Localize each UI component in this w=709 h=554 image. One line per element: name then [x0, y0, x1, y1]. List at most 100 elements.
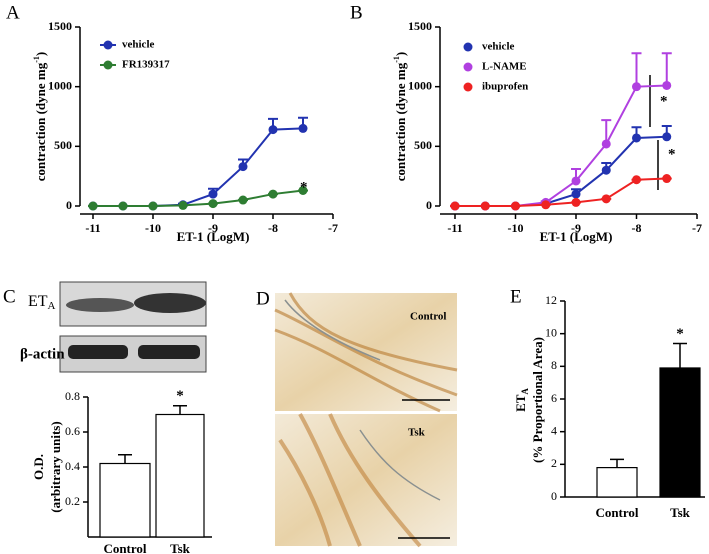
x-tick-label: -8 [632, 221, 642, 235]
data-point [238, 195, 248, 205]
data-point [601, 139, 611, 149]
y-axis-label-part: ) [33, 52, 48, 56]
y-tick-label: 4 [551, 423, 557, 437]
data-point [571, 176, 581, 186]
x-tick-label: -10 [508, 221, 524, 235]
x-tick-label: -9 [571, 221, 581, 235]
panel-letter: B [350, 2, 363, 23]
error-bar [661, 52, 672, 86]
legend-marker [463, 82, 473, 92]
y-tick-label: 0 [66, 198, 72, 212]
y-tick-label: 0 [551, 489, 557, 503]
y-axis-label-sup: -1 [392, 56, 401, 63]
data-point [238, 162, 248, 172]
data-point [662, 174, 672, 184]
series-line [455, 177, 667, 207]
error-bar [631, 52, 642, 87]
legend-marker [463, 42, 473, 52]
y-tick-label: 12 [545, 293, 557, 307]
y-axis-label-sup: -1 [32, 56, 41, 63]
data-point [480, 201, 490, 211]
y-axis-label-part: ) [393, 52, 408, 56]
legend-label: L-NAME [482, 61, 527, 73]
data-point [148, 201, 158, 211]
x-tick-label: -11 [85, 221, 100, 235]
y-tick-label: 0.6 [65, 424, 80, 438]
x-tick-label: -11 [447, 221, 462, 235]
data-point [450, 201, 460, 211]
data-point [118, 201, 128, 211]
data-point [298, 123, 308, 133]
data-point [601, 194, 611, 204]
x-tick-label: Tsk [670, 505, 691, 520]
legend-label: FR139317 [122, 59, 170, 71]
y-axis-label: ETA [513, 388, 530, 412]
x-tick-label: -10 [145, 221, 161, 235]
x-axis-label: ET-1 (LogM) [540, 229, 613, 244]
y-axis-label: (% Proportional Area) [530, 337, 545, 463]
x-tick-label: Control [103, 541, 146, 554]
bar [99, 462, 151, 538]
image-label: Tsk [408, 427, 426, 439]
y-axis-label-sub: A [520, 388, 530, 395]
error-bar [673, 342, 687, 368]
histology-image [274, 292, 458, 548]
legend-label: ibuprofen [482, 81, 528, 93]
y-axis-label: (arbitrary units) [48, 421, 63, 512]
y-tick-label: 0.4 [65, 459, 80, 473]
y-axis-label-part: ET [513, 394, 528, 412]
legend-marker [103, 40, 113, 50]
y-axis-label: contraction (dyne mg-1) [32, 52, 48, 181]
x-tick-label: -9 [208, 221, 218, 235]
y-tick-label: 10 [545, 325, 557, 339]
x-axis-label: ET-1 (LogM) [177, 229, 250, 244]
y-axis-label-part: contraction (dyne mg [33, 62, 48, 181]
error-bar [118, 454, 132, 464]
y-axis-label-part: contraction (dyne mg [393, 62, 408, 181]
data-point [88, 201, 98, 211]
y-axis-label: O.D. [31, 454, 46, 480]
data-point [208, 189, 218, 199]
data-point [541, 200, 551, 210]
blot-image [59, 281, 207, 373]
data-point [662, 132, 672, 142]
bar [659, 367, 701, 498]
data-point [632, 133, 641, 143]
x-tick-label: Control [595, 505, 638, 520]
data-point [571, 197, 581, 207]
data-point [632, 175, 641, 185]
y-tick-label: 2 [551, 456, 557, 470]
y-tick-label: 500 [54, 138, 72, 152]
series-line [455, 135, 667, 207]
y-axis-label-part: O.D. [31, 454, 46, 480]
x-tick-label: -8 [268, 221, 278, 235]
data-point [571, 189, 581, 199]
data-point [268, 125, 278, 135]
y-axis-label: contraction (dyne mg-1) [392, 52, 408, 181]
data-point [298, 185, 308, 195]
y-tick-label: 1000 [408, 78, 432, 92]
significance-star: * [668, 146, 676, 162]
x-tick-label: Tsk [170, 541, 191, 554]
significance-star: * [676, 326, 684, 342]
legend-label: vehicle [122, 39, 154, 51]
y-tick-label: 1500 [408, 19, 432, 33]
data-point [662, 80, 672, 90]
panel-letter: A [6, 2, 20, 23]
panel-letter: E [510, 286, 522, 307]
x-tick-label: -7 [692, 221, 702, 235]
significance-star: * [300, 179, 308, 195]
data-point [601, 165, 611, 175]
y-tick-label: 6 [551, 391, 557, 405]
bar [155, 413, 205, 538]
y-tick-label: 8 [551, 358, 557, 372]
y-tick-label: 0.2 [65, 494, 80, 508]
image-label: Control [410, 311, 446, 323]
x-tick-label: -7 [328, 221, 338, 235]
data-point [632, 82, 641, 92]
blot-label: ETA [28, 293, 56, 312]
error-bar [610, 458, 624, 468]
error-bar [173, 405, 187, 415]
legend-label: vehicle [482, 41, 514, 53]
y-tick-label: 1000 [48, 78, 72, 92]
